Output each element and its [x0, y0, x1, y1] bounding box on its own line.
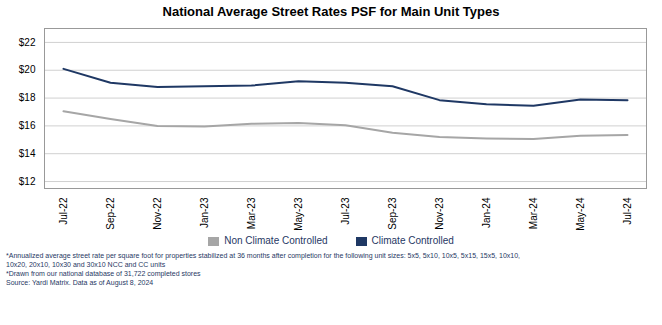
svg-text:Jul-24: Jul-24	[622, 197, 633, 225]
svg-text:Mar-23: Mar-23	[246, 197, 257, 229]
svg-text:May-24: May-24	[575, 197, 586, 231]
svg-text:Jan-24: Jan-24	[481, 197, 492, 228]
svg-text:Jul-22: Jul-22	[58, 197, 69, 225]
svg-text:$12: $12	[19, 176, 36, 187]
svg-text:Jul-23: Jul-23	[340, 197, 351, 225]
svg-text:Jan-23: Jan-23	[199, 197, 210, 228]
svg-text:Sep-23: Sep-23	[387, 197, 398, 230]
html-text:National Average Street Rates: National Average Street Rates PSF for Ma…	[162, 4, 500, 19]
html-text:Non Climate Controlled: Non Climate Controlled	[224, 235, 328, 246]
svg-text:$18: $18	[19, 92, 36, 103]
html-text:Source: Yardi Matrix. Data as: Source: Yardi Matrix. Data as of August …	[6, 279, 154, 286]
svg-text:May-23: May-23	[293, 197, 304, 231]
svg-text:$16: $16	[19, 120, 36, 131]
svg-text:$14: $14	[19, 148, 36, 159]
svg-text:Sep-22: Sep-22	[105, 197, 116, 230]
html-text:10x20, 20x10, 10x30 and 30x10: 10x20, 20x10, 10x30 and 30x10 NCC and CC…	[6, 261, 166, 268]
html-text:*Drawn from our national datab: *Drawn from our national database of 31,…	[6, 270, 201, 277]
html-text:*Annualized average street rat: *Annualized average street rate per squa…	[6, 252, 520, 259]
svg-text:Nov-22: Nov-22	[152, 197, 163, 230]
svg-text:Mar-24: Mar-24	[528, 197, 539, 229]
svg-text:$22: $22	[19, 37, 36, 48]
html-text:Climate Controlled: Climate Controlled	[371, 235, 454, 246]
svg-text:$20: $20	[19, 64, 36, 75]
svg-text:Nov-23: Nov-23	[434, 197, 445, 230]
